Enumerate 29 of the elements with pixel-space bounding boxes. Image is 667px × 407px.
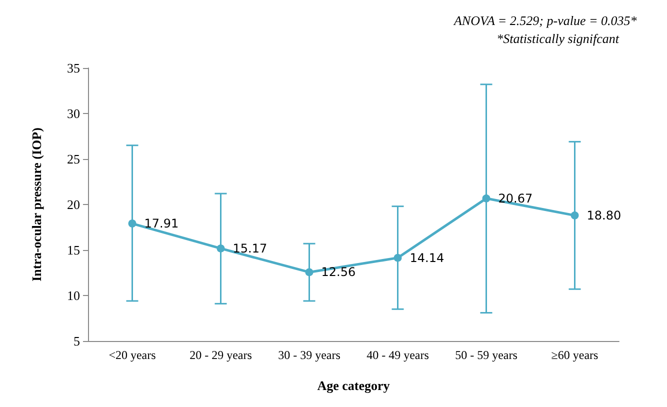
y-tick-label: 20 (67, 197, 80, 212)
x-tick-label: 40 - 49 years (366, 348, 430, 362)
x-tick-label: 30 - 39 years (278, 348, 341, 362)
point (128, 220, 136, 228)
y-tick-label: 35 (67, 60, 80, 76)
x-tick-label: 50 - 59 years (455, 348, 518, 362)
point (570, 211, 579, 220)
data-label: 12.56 (321, 265, 356, 280)
x-tick-label: <20 years (108, 348, 156, 362)
data-label: 20.67 (498, 191, 533, 206)
y-tick-label: 5 (74, 334, 80, 348)
point (216, 244, 225, 252)
x-tick-label: ≥60 years (551, 348, 599, 362)
y-tick-label: 15 (67, 242, 80, 258)
y-axis-title: Intra-ocular pressure (IOP) (29, 128, 44, 282)
data-label: 15.17 (232, 241, 268, 256)
data-label: 14.14 (410, 250, 444, 265)
point (394, 254, 402, 262)
point (305, 268, 314, 276)
text: *Statistically signifcant (496, 31, 620, 46)
data-label: 18.80 (586, 208, 622, 222)
y-tick-label: 10 (67, 288, 80, 303)
y-tick-label: 25 (67, 152, 80, 166)
text: ANOVA = 2.529; p-value = 0.035* (452, 13, 638, 28)
data-label: 17.91 (144, 216, 179, 231)
point (482, 194, 490, 202)
y-tick-label: 30 (67, 106, 80, 121)
x-axis-title: Age category (317, 378, 390, 393)
x-tick-label: 20 - 29 years (190, 348, 252, 362)
